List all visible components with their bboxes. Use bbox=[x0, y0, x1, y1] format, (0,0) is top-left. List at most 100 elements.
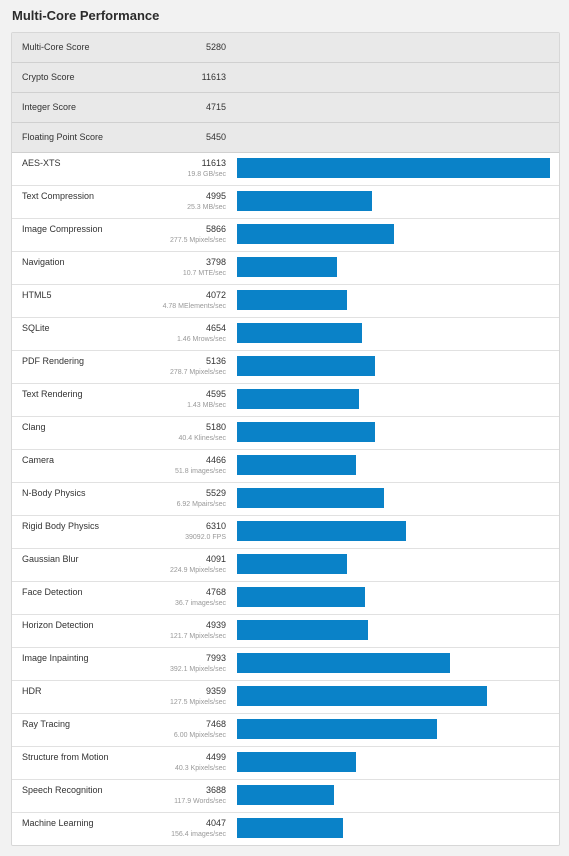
bar-track bbox=[237, 653, 550, 673]
score-bar bbox=[237, 752, 356, 772]
benchmark-score: 6310 bbox=[205, 521, 226, 531]
benchmark-row: Text Compression 4995 25.3 MB/sec bbox=[12, 186, 559, 219]
benchmark-rate: 40.4 Klines/sec bbox=[178, 435, 226, 442]
bar-track bbox=[237, 158, 550, 178]
bar-track bbox=[237, 587, 550, 607]
score-bar bbox=[237, 488, 384, 508]
benchmark-score: 11613 bbox=[201, 158, 226, 168]
benchmark-score: 4939 bbox=[205, 620, 226, 630]
score-bar bbox=[237, 818, 343, 838]
score-bar bbox=[237, 785, 334, 805]
benchmark-name: Text Rendering bbox=[22, 389, 83, 399]
benchmark-row: Structure from Motion 4499 40.3 Kpixels/… bbox=[12, 747, 559, 780]
benchmark-rate: 392.1 Mpixels/sec bbox=[169, 666, 226, 673]
bar-track bbox=[237, 686, 550, 706]
benchmark-row: AES-XTS 11613 19.8 GB/sec bbox=[12, 153, 559, 186]
benchmark-rate: 224.9 Mpixels/sec bbox=[169, 567, 226, 574]
benchmark-rate: 277.5 Mpixels/sec bbox=[169, 237, 226, 244]
benchmark-rate: 4.78 MElements/sec bbox=[162, 303, 226, 310]
benchmark-score: 4072 bbox=[205, 290, 226, 300]
bar-track bbox=[237, 620, 550, 640]
benchmark-section: AES-XTS 11613 19.8 GB/sec Text Compressi… bbox=[12, 153, 559, 845]
benchmark-name: Speech Recognition bbox=[22, 785, 103, 795]
bar-track bbox=[237, 719, 550, 739]
benchmark-score: 3798 bbox=[205, 257, 226, 267]
benchmark-score: 4595 bbox=[205, 389, 226, 399]
benchmark-rate: 1.46 Mrows/sec bbox=[176, 336, 226, 343]
benchmark-score: 4047 bbox=[205, 818, 226, 828]
benchmark-score: 4091 bbox=[205, 554, 226, 564]
bar-track bbox=[237, 818, 550, 838]
score-bar bbox=[237, 686, 487, 706]
benchmark-name: Rigid Body Physics bbox=[22, 521, 100, 531]
bar-track bbox=[237, 752, 550, 772]
score-bar bbox=[237, 158, 550, 178]
bar-track bbox=[237, 257, 550, 277]
benchmark-score: 9359 bbox=[205, 686, 226, 696]
summary-name: Floating Point Score bbox=[22, 132, 104, 142]
bar-track bbox=[237, 455, 550, 475]
summary-score: 11613 bbox=[201, 72, 226, 82]
benchmark-rate: 156.4 images/sec bbox=[171, 831, 226, 838]
benchmark-score: 5866 bbox=[205, 224, 226, 234]
benchmark-score: 4466 bbox=[205, 455, 226, 465]
benchmark-row: Face Detection 4768 36.7 images/sec bbox=[12, 582, 559, 615]
benchmark-rate: 121.7 Mpixels/sec bbox=[169, 633, 226, 640]
benchmark-rate: 40.3 Kpixels/sec bbox=[175, 765, 226, 772]
bar-track bbox=[237, 389, 550, 409]
bar-track bbox=[237, 224, 550, 244]
benchmark-score: 4768 bbox=[205, 587, 226, 597]
score-bar bbox=[237, 191, 372, 211]
benchmark-row: Navigation 3798 10.7 MTE/sec bbox=[12, 252, 559, 285]
score-bar bbox=[237, 521, 406, 541]
benchmark-row: HTML5 4072 4.78 MElements/sec bbox=[12, 285, 559, 318]
benchmark-rate: 39092.0 FPS bbox=[185, 534, 226, 541]
benchmark-row: Speech Recognition 3688 117.9 Words/sec bbox=[12, 780, 559, 813]
benchmark-rate: 51.8 images/sec bbox=[175, 468, 226, 475]
benchmark-name: Ray Tracing bbox=[22, 719, 71, 729]
score-bar bbox=[237, 323, 362, 343]
bar-track bbox=[237, 422, 550, 442]
benchmark-name: Machine Learning bbox=[22, 818, 94, 828]
score-bar bbox=[237, 653, 450, 673]
score-bar bbox=[237, 290, 347, 310]
benchmark-row: Clang 5180 40.4 Klines/sec bbox=[12, 417, 559, 450]
benchmark-score: 7993 bbox=[205, 653, 226, 663]
benchmark-row: Rigid Body Physics 6310 39092.0 FPS bbox=[12, 516, 559, 549]
benchmark-row: PDF Rendering 5136 278.7 Mpixels/sec bbox=[12, 351, 559, 384]
score-bar bbox=[237, 224, 394, 244]
benchmark-row: Camera 4466 51.8 images/sec bbox=[12, 450, 559, 483]
summary-name: Multi-Core Score bbox=[22, 42, 90, 52]
benchmark-score: 4499 bbox=[205, 752, 226, 762]
benchmark-score: 5529 bbox=[205, 488, 226, 498]
benchmark-name: HDR bbox=[22, 686, 42, 696]
benchmark-rate: 117.9 Words/sec bbox=[174, 798, 226, 805]
bar-track bbox=[237, 191, 550, 211]
benchmark-rate: 25.3 MB/sec bbox=[187, 204, 226, 211]
benchmark-name: Clang bbox=[22, 422, 46, 432]
summary-row: Multi-Core Score 5280 bbox=[12, 33, 559, 63]
benchmark-score: 5180 bbox=[205, 422, 226, 432]
score-bar bbox=[237, 620, 368, 640]
benchmark-name: Text Compression bbox=[22, 191, 95, 201]
benchmark-row: Machine Learning 4047 156.4 images/sec bbox=[12, 813, 559, 845]
benchmark-name: Gaussian Blur bbox=[22, 554, 79, 564]
results-table: Multi-Core Score 5280 Crypto Score 11613… bbox=[11, 32, 560, 846]
benchmark-score: 3688 bbox=[205, 785, 226, 795]
score-bar bbox=[237, 389, 359, 409]
summary-score: 5280 bbox=[205, 42, 226, 52]
benchmark-rate: 36.7 images/sec bbox=[175, 600, 226, 607]
benchmark-rate: 19.8 GB/sec bbox=[187, 171, 226, 178]
benchmark-name: HTML5 bbox=[22, 290, 52, 300]
benchmark-rate: 6.00 Mpixels/sec bbox=[173, 732, 226, 739]
benchmark-score: 7468 bbox=[205, 719, 226, 729]
summary-name: Crypto Score bbox=[22, 72, 75, 82]
benchmark-rate: 1.43 MB/sec bbox=[187, 402, 226, 409]
benchmark-row: Horizon Detection 4939 121.7 Mpixels/sec bbox=[12, 615, 559, 648]
score-bar bbox=[237, 356, 375, 376]
summary-section: Multi-Core Score 5280 Crypto Score 11613… bbox=[12, 33, 559, 153]
benchmark-score: 4995 bbox=[205, 191, 226, 201]
benchmark-rate: 127.5 Mpixels/sec bbox=[169, 699, 226, 706]
bar-track bbox=[237, 356, 550, 376]
score-bar bbox=[237, 719, 437, 739]
